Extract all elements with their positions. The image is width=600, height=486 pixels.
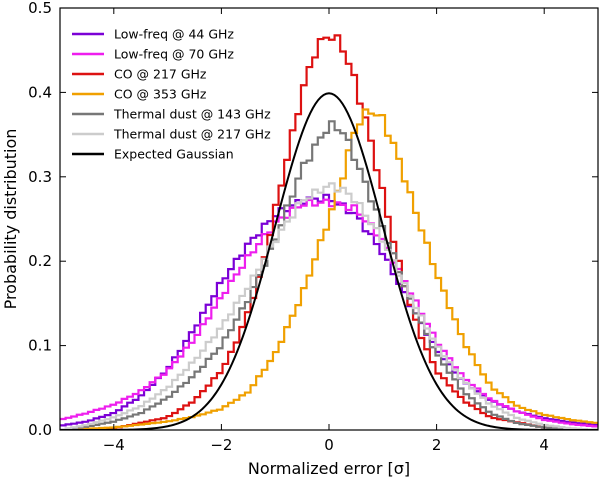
plot-area bbox=[60, 34, 598, 430]
legend-item: CO @ 353 GHz bbox=[72, 87, 207, 102]
x-tick-label: 0 bbox=[324, 436, 334, 454]
legend-item: Thermal dust @ 217 GHz bbox=[72, 127, 271, 142]
x-tick-label: −2 bbox=[210, 436, 232, 454]
legend-label: Low-freq @ 70 GHz bbox=[114, 47, 234, 62]
x-axis-title: Normalized error [σ] bbox=[248, 459, 410, 478]
legend: Low-freq @ 44 GHz Low-freq @ 70 GHz CO @ 2… bbox=[72, 27, 271, 162]
legend-item: Low-freq @ 44 GHz bbox=[72, 27, 234, 42]
x-tick-label: 4 bbox=[539, 436, 549, 454]
x-tick-label: −4 bbox=[103, 436, 125, 454]
y-tick-label: 0.3 bbox=[28, 168, 52, 186]
y-axis-title: Probability distribution bbox=[1, 129, 20, 310]
legend-label: Low-freq @ 44 GHz bbox=[114, 27, 234, 42]
legend-item: Thermal dust @ 143 GHz bbox=[72, 107, 271, 122]
legend-label: CO @ 353 GHz bbox=[114, 87, 207, 102]
series-thermal-dust-143-ghz bbox=[60, 120, 598, 430]
legend-label: CO @ 217 GHz bbox=[114, 67, 207, 82]
y-tick-label: 0.1 bbox=[28, 337, 52, 355]
series-co-353-ghz bbox=[60, 108, 598, 430]
legend-label: Expected Gaussian bbox=[114, 147, 234, 162]
series-expected-gaussian bbox=[60, 92, 598, 430]
legend-item: Low-freq @ 70 GHz bbox=[72, 47, 234, 62]
legend-item: Expected Gaussian bbox=[72, 147, 234, 162]
y-tick-label: 0.0 bbox=[28, 421, 52, 439]
y-tick-label: 0.2 bbox=[28, 252, 52, 270]
legend-label: Thermal dust @ 143 GHz bbox=[113, 107, 271, 122]
y-tick-label: 0.4 bbox=[28, 83, 52, 101]
x-tick-label: 2 bbox=[432, 436, 442, 454]
series-thermal-dust-217-ghz bbox=[60, 182, 598, 430]
y-tick-label: 0.5 bbox=[28, 0, 52, 17]
legend-item: CO @ 217 GHz bbox=[72, 67, 207, 82]
series-low-freq-70-ghz bbox=[60, 198, 598, 428]
legend-label: Thermal dust @ 217 GHz bbox=[113, 127, 271, 142]
